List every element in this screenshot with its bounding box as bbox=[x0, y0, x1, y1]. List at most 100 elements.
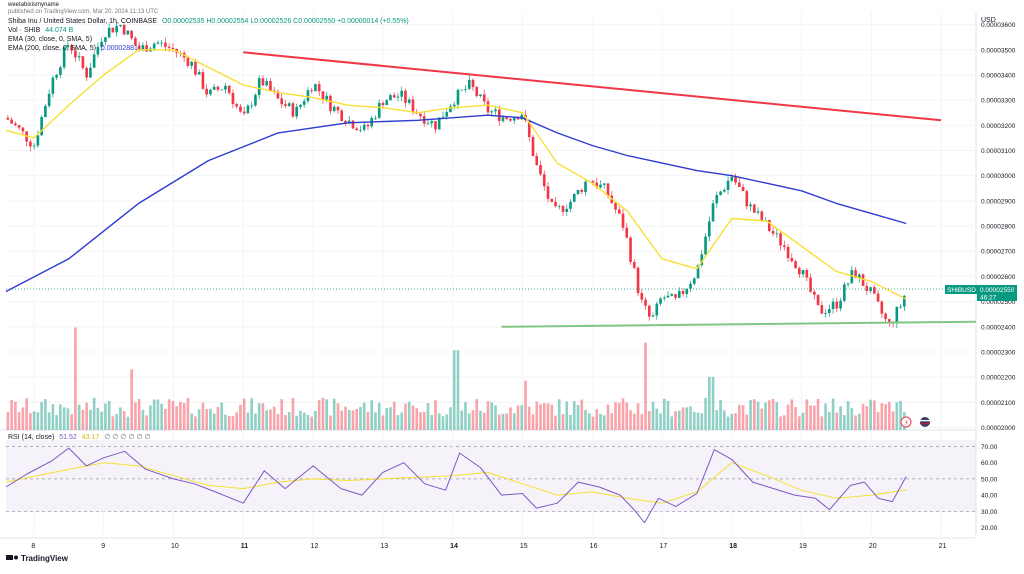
volume-bar bbox=[325, 399, 329, 430]
candle-body bbox=[452, 104, 456, 107]
candle-body bbox=[104, 37, 107, 42]
candle-body bbox=[239, 106, 242, 112]
price-tick-label: 0.00003600 bbox=[981, 22, 1016, 29]
price-tick-label: 0.00003000 bbox=[981, 173, 1016, 180]
volume-bar bbox=[175, 406, 178, 430]
rsi-legend[interactable]: RSI (14, close) 51.52 43.17 ∅ ∅ ∅ ∅ ∅ ∅ bbox=[8, 433, 154, 442]
volume-bar bbox=[494, 405, 497, 430]
tradingview-logo[interactable]: TradingView bbox=[6, 554, 69, 563]
volume-bar bbox=[332, 398, 336, 430]
volume-bar bbox=[726, 416, 730, 430]
volume-bar bbox=[449, 407, 452, 430]
candle-body bbox=[752, 204, 756, 213]
volume-bar bbox=[239, 404, 242, 430]
candle-body bbox=[561, 205, 565, 212]
candle-body bbox=[651, 315, 655, 317]
candle-body bbox=[644, 299, 647, 306]
volume-bar bbox=[122, 411, 126, 430]
candle-body bbox=[707, 221, 711, 237]
candle-body bbox=[475, 87, 479, 97]
volume-bar bbox=[580, 399, 584, 430]
candle-body bbox=[846, 283, 850, 285]
volume-bar bbox=[404, 403, 407, 430]
candle-body bbox=[576, 189, 580, 195]
candle-body bbox=[636, 267, 640, 294]
volume-bar bbox=[839, 406, 842, 430]
volume-bar bbox=[272, 406, 276, 430]
volume-bar bbox=[422, 411, 426, 430]
volume-bar bbox=[888, 401, 891, 430]
watermark-text: weetabixismyname bbox=[8, 2, 60, 8]
volume-bar bbox=[197, 409, 201, 430]
candle-body bbox=[205, 88, 208, 95]
volume-bar bbox=[400, 412, 404, 430]
candle-body bbox=[449, 106, 452, 113]
ema200-legend[interactable]: EMA (200, close, 0, SMA, 5) 0.00002881 bbox=[8, 44, 141, 53]
candle-body bbox=[186, 57, 190, 66]
us-flag-icon[interactable] bbox=[920, 417, 930, 427]
symbol-header[interactable]: Shiba Inu / United States Dollar, 1h, CO… bbox=[8, 17, 412, 26]
price-tick-label: 0.00002200 bbox=[981, 375, 1016, 382]
volume-bar bbox=[130, 369, 133, 430]
time-tick-label: 15 bbox=[520, 543, 528, 550]
volume-bar bbox=[51, 404, 55, 430]
candle-body bbox=[685, 288, 689, 294]
volume-bar bbox=[524, 380, 527, 430]
candle-body bbox=[44, 105, 47, 118]
candle-body bbox=[756, 211, 760, 213]
time-tick-label: 8 bbox=[31, 543, 35, 550]
event-flash-icon[interactable] bbox=[900, 416, 912, 428]
volume-bar bbox=[460, 410, 464, 430]
volume-bar bbox=[452, 350, 456, 430]
time-tick-label: 14 bbox=[450, 543, 458, 550]
candle-body bbox=[771, 231, 775, 234]
candle-body bbox=[197, 72, 201, 75]
volume-bar bbox=[377, 402, 381, 430]
volume-bar bbox=[242, 398, 246, 430]
candle-body bbox=[794, 261, 797, 269]
volume-bar bbox=[647, 411, 651, 430]
volume-bar bbox=[662, 398, 666, 430]
volume-bar bbox=[535, 401, 539, 430]
volume-bar bbox=[719, 400, 722, 430]
candle-body bbox=[666, 295, 670, 298]
candle-body bbox=[310, 90, 314, 92]
candle-body bbox=[36, 135, 40, 146]
candle-body bbox=[269, 81, 272, 91]
candle-body bbox=[749, 204, 752, 207]
volume-bar bbox=[81, 409, 85, 430]
candle-body bbox=[843, 284, 846, 301]
price-tick-label: 0.00003200 bbox=[981, 123, 1016, 130]
rsi-settings-dots[interactable]: ∅ ∅ ∅ ∅ ∅ ∅ bbox=[104, 434, 151, 441]
candle-body bbox=[107, 27, 111, 38]
volume-bar bbox=[576, 404, 580, 430]
candle-body bbox=[903, 295, 906, 307]
volume-bar bbox=[876, 412, 880, 430]
candle-body bbox=[437, 117, 441, 130]
volume-bar bbox=[546, 403, 550, 430]
candle-body bbox=[858, 274, 861, 278]
volume-bar bbox=[160, 403, 163, 430]
candle-body bbox=[66, 45, 70, 48]
ema30-legend[interactable]: EMA (30, close, 0, SMA, 5) bbox=[8, 35, 95, 44]
volume-bar bbox=[610, 413, 614, 430]
volume-bars bbox=[6, 327, 906, 430]
candle-body bbox=[171, 47, 175, 49]
candle-body bbox=[325, 95, 329, 100]
volume-bar bbox=[737, 404, 741, 430]
volume-bar bbox=[291, 398, 295, 430]
volume-bar bbox=[595, 409, 599, 430]
volume-bar bbox=[246, 412, 250, 430]
volume-bar bbox=[816, 398, 820, 430]
volume-legend[interactable]: Vol · SHIB 44.074 B bbox=[8, 26, 76, 35]
volume-bar bbox=[730, 413, 734, 430]
volume-bar bbox=[760, 408, 764, 430]
volume-bar bbox=[141, 409, 145, 430]
candle-body bbox=[96, 46, 100, 55]
volume-bar bbox=[741, 405, 745, 430]
candle-body bbox=[722, 189, 726, 192]
candle-body bbox=[535, 156, 539, 165]
candle-body bbox=[351, 120, 355, 129]
